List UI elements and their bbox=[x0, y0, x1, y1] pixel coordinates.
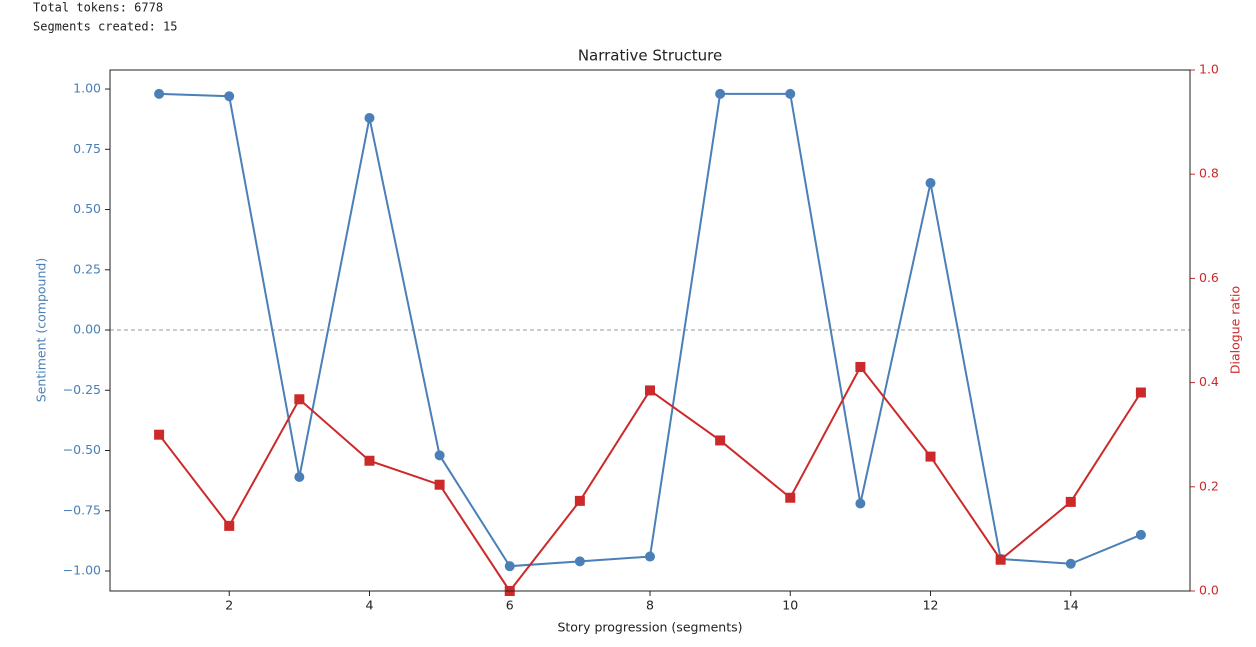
y2-tick-label: 1.0 bbox=[1199, 62, 1219, 77]
y2-tick-label: 0.0 bbox=[1199, 583, 1219, 598]
y2-axis-label: Dialogue ratio bbox=[1228, 286, 1243, 374]
y-tick-label: −0.75 bbox=[63, 502, 101, 517]
point bbox=[1065, 558, 1076, 569]
point bbox=[855, 361, 866, 372]
point bbox=[1065, 496, 1076, 507]
point bbox=[364, 112, 375, 123]
x-tick-label: 2 bbox=[225, 598, 233, 613]
point bbox=[294, 394, 305, 405]
point bbox=[154, 88, 165, 99]
point bbox=[1135, 387, 1146, 398]
y2-tick-label: 0.4 bbox=[1199, 374, 1219, 389]
point bbox=[995, 554, 1006, 565]
y-tick-label: 0.00 bbox=[73, 322, 101, 337]
x-tick-label: 4 bbox=[366, 598, 374, 613]
point bbox=[574, 556, 585, 567]
point bbox=[715, 435, 726, 446]
y-tick-label: −0.25 bbox=[63, 382, 101, 397]
point bbox=[715, 88, 726, 99]
y-tick-label: −0.50 bbox=[63, 442, 101, 457]
point bbox=[855, 498, 866, 509]
x-tick-label: 14 bbox=[1063, 598, 1079, 613]
point bbox=[574, 495, 585, 506]
y-axis-label: Sentiment (compound) bbox=[34, 258, 49, 402]
y-tick-label: 0.50 bbox=[73, 201, 101, 216]
point bbox=[294, 472, 305, 483]
y2-tick-label: 0.8 bbox=[1199, 166, 1219, 181]
point bbox=[925, 451, 936, 462]
point bbox=[434, 450, 445, 461]
point bbox=[785, 88, 796, 99]
y2-tick-label: 0.2 bbox=[1199, 478, 1219, 493]
point bbox=[224, 91, 235, 102]
y-tick-label: 0.75 bbox=[73, 141, 101, 156]
x-axis-label: Story progression (segments) bbox=[557, 620, 742, 635]
point bbox=[925, 178, 936, 189]
point bbox=[645, 385, 655, 396]
y-tick-label: −1.00 bbox=[63, 562, 101, 577]
output-line: Total tokens: 6778 bbox=[33, 1, 163, 15]
point bbox=[434, 479, 445, 490]
output-line: Segments created: 15 bbox=[33, 20, 178, 34]
point bbox=[504, 561, 515, 572]
y-tick-label: 1.00 bbox=[73, 81, 101, 96]
plot-frame bbox=[109, 69, 1191, 592]
x-tick-label: 8 bbox=[646, 598, 654, 613]
x-tick-label: 10 bbox=[782, 598, 798, 613]
y2-tick-label: 0.6 bbox=[1199, 270, 1219, 285]
y-tick-label: 0.25 bbox=[73, 261, 101, 276]
x-tick-label: 6 bbox=[506, 598, 514, 613]
point bbox=[364, 455, 375, 466]
point bbox=[785, 492, 796, 503]
chart-title: Narrative Structure bbox=[578, 47, 722, 65]
point bbox=[645, 551, 655, 562]
point bbox=[224, 520, 235, 531]
point bbox=[154, 429, 165, 440]
point bbox=[1135, 529, 1146, 540]
x-tick-label: 12 bbox=[923, 598, 939, 613]
